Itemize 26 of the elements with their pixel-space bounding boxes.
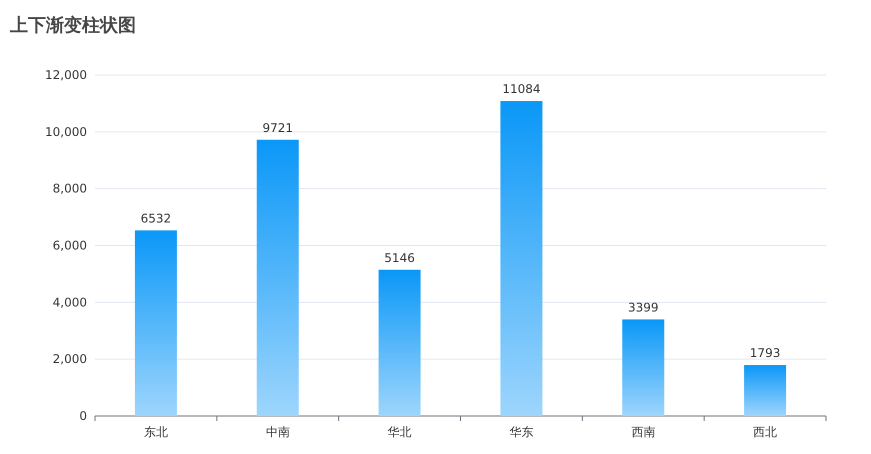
chart-title: 上下渐变柱状图 — [9, 15, 136, 36]
bar — [622, 319, 664, 416]
x-tick-label: 中南 — [266, 425, 290, 439]
y-tick-label: 4,000 — [52, 295, 87, 310]
x-tick-label: 华北 — [388, 425, 412, 439]
data-label: 5146 — [384, 250, 415, 265]
bar — [134, 230, 177, 416]
y-tick-label: 2,000 — [52, 352, 87, 366]
x-tick-label: 华东 — [509, 425, 534, 439]
x-tick-label: 西北 — [753, 425, 778, 439]
y-tick-label: 10,000 — [45, 124, 87, 139]
y-tick-label: 12,000 — [45, 68, 87, 82]
data-label: 1793 — [750, 346, 780, 360]
y-tick-label: 8,000 — [52, 182, 87, 196]
x-tick-label: 东北 — [144, 425, 168, 439]
data-label: 6532 — [140, 211, 172, 226]
data-label: 3399 — [628, 300, 659, 314]
y-tick-label: 0 — [79, 409, 87, 423]
data-label: 9721 — [262, 120, 294, 135]
bar — [256, 140, 299, 416]
bar — [744, 365, 786, 416]
bar — [378, 270, 421, 416]
x-tick-label: 西南 — [631, 425, 656, 439]
y-tick-label: 6,000 — [52, 238, 87, 252]
data-label: 11084 — [502, 82, 541, 96]
bar — [500, 101, 542, 416]
